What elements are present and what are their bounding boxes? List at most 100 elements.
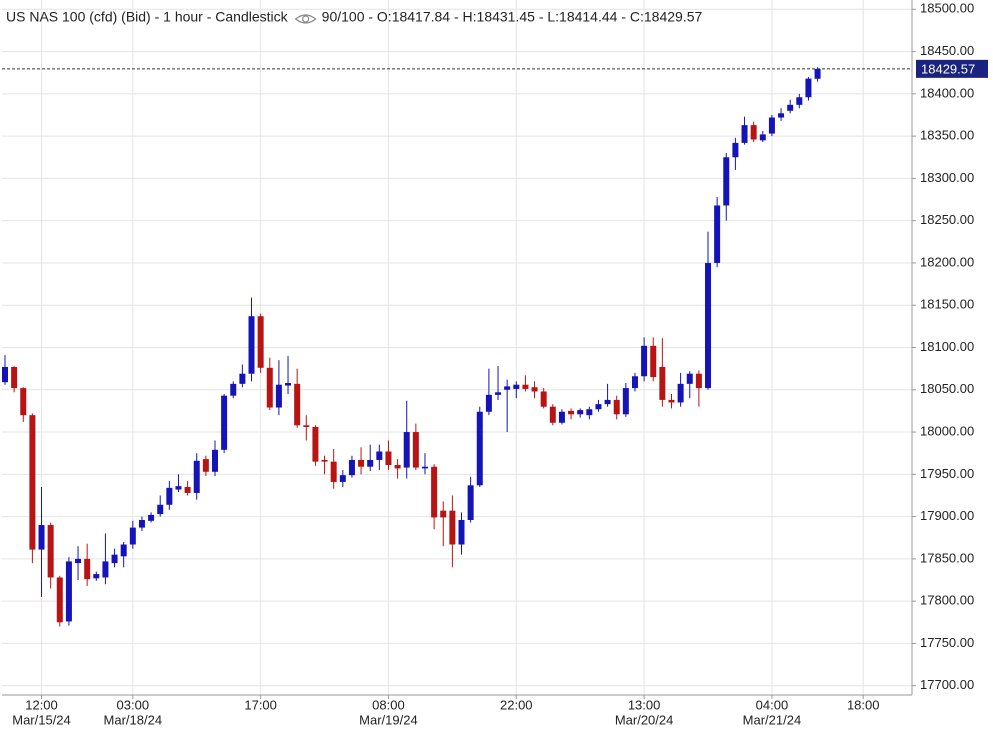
candle-body xyxy=(814,68,821,79)
candle-body xyxy=(257,316,264,368)
candle-body xyxy=(485,394,492,412)
x-tick-label: 04:00 xyxy=(756,697,789,712)
x-tick-label: 13:00 xyxy=(628,697,661,712)
x-date-label: Mar/20/24 xyxy=(615,712,674,727)
candle-body xyxy=(403,432,410,468)
y-tick-label: 18400.00 xyxy=(920,85,974,100)
x-tick-label: 18:00 xyxy=(847,697,880,712)
candle-body xyxy=(330,461,337,482)
candle-body xyxy=(148,514,155,521)
candle-body xyxy=(102,561,109,578)
y-tick-label: 18200.00 xyxy=(920,254,974,269)
candle-body xyxy=(348,459,355,476)
candle-body xyxy=(193,460,200,493)
candle-body xyxy=(303,425,310,427)
candle-body xyxy=(549,406,556,423)
candle-body xyxy=(650,345,657,378)
eye-icon xyxy=(294,14,317,24)
candle-body xyxy=(568,410,575,415)
candle-body xyxy=(595,404,602,410)
candle-body xyxy=(358,459,365,467)
candle-body xyxy=(221,395,228,450)
x-tick-label: 22:00 xyxy=(500,697,533,712)
candle-body xyxy=(376,451,383,460)
last-price-box xyxy=(916,59,988,78)
y-tick-label: 18500.00 xyxy=(920,1,974,16)
candle-body xyxy=(750,125,757,140)
candle-body xyxy=(768,117,775,134)
candle-body xyxy=(577,410,584,415)
candles xyxy=(2,67,821,627)
candle-body xyxy=(202,459,209,472)
candle-body xyxy=(93,574,100,579)
x-tick-label: 03:00 xyxy=(117,697,150,712)
candle-body xyxy=(394,465,401,469)
candle-body xyxy=(458,519,465,545)
candle-body xyxy=(56,577,63,623)
last-price-label: 18429.57 xyxy=(921,61,975,76)
y-tick-label: 18100.00 xyxy=(920,339,974,354)
candle-body xyxy=(2,366,8,383)
x-date-label: Mar/21/24 xyxy=(743,712,802,727)
candle-body xyxy=(495,392,502,395)
candle-body xyxy=(294,383,301,426)
candle-body xyxy=(339,475,346,482)
candle-body xyxy=(157,504,164,515)
candle-body xyxy=(705,262,712,389)
candle-body xyxy=(120,544,127,557)
candle-body xyxy=(440,510,447,518)
y-tick-label: 18050.00 xyxy=(920,381,974,396)
candle-body xyxy=(11,366,18,389)
candle-body xyxy=(622,388,629,415)
y-tick-label: 18350.00 xyxy=(920,128,974,143)
y-tick-label: 17850.00 xyxy=(920,550,974,565)
candle-body xyxy=(20,388,27,416)
candle-body xyxy=(467,485,474,520)
candle-body xyxy=(805,78,812,98)
candle-body xyxy=(504,386,511,390)
candle-body xyxy=(412,432,419,468)
candle-body xyxy=(285,383,292,386)
candle-body xyxy=(175,486,182,490)
candle-body xyxy=(732,142,739,158)
candle-body xyxy=(668,399,675,403)
candle-body xyxy=(723,157,730,206)
candle-body xyxy=(641,345,648,377)
candle-body xyxy=(476,411,483,486)
candle-body xyxy=(604,399,611,405)
y-tick-label: 18250.00 xyxy=(920,212,974,227)
chart-info: 90/100 - O:18417.84 - H:18431.45 - L:184… xyxy=(322,9,703,25)
candle-body xyxy=(29,415,36,550)
candle-body xyxy=(522,384,529,389)
candle-body xyxy=(84,558,91,580)
candle-body xyxy=(65,561,72,622)
candle-body xyxy=(613,399,620,415)
candle-body xyxy=(248,316,255,374)
candle-body xyxy=(367,459,374,467)
candle-body xyxy=(531,387,538,392)
candle-body xyxy=(385,451,392,466)
candle-body xyxy=(796,97,803,105)
y-tick-label: 17750.00 xyxy=(920,635,974,650)
candle-body xyxy=(266,367,273,408)
candle-body xyxy=(75,558,82,564)
y-tick-label: 18000.00 xyxy=(920,423,974,438)
y-tick-label: 17700.00 xyxy=(920,677,974,692)
candle-body xyxy=(540,391,547,407)
candle-body xyxy=(421,466,428,469)
candle-body xyxy=(449,510,456,545)
candle-body xyxy=(714,205,721,263)
candle-body xyxy=(787,104,794,111)
x-tick-label: 12:00 xyxy=(25,697,58,712)
candle-body xyxy=(138,519,145,528)
y-tick-label: 17900.00 xyxy=(920,508,974,523)
y-tick-label: 18300.00 xyxy=(920,170,974,185)
x-date-label: Mar/15/24 xyxy=(12,712,71,727)
candle-body xyxy=(312,426,319,462)
x-tick-label: 17:00 xyxy=(244,697,277,712)
candle-body xyxy=(778,113,785,118)
candle-body xyxy=(686,373,693,384)
